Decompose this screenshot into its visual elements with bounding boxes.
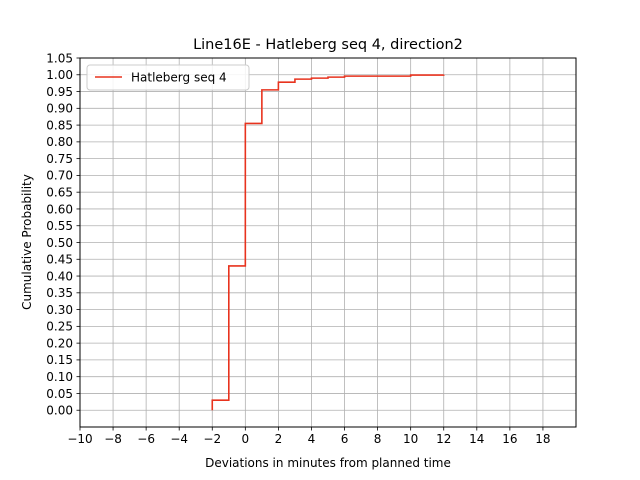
y-axis-ticks: 0.00 0.05 0.10 0.15 0.20 0.25 0.30 0.35 0.40 0.45…: [46, 51, 80, 418]
y-tick-label: 0.95: [46, 85, 73, 99]
y-tick-label: 0.90: [46, 102, 73, 116]
x-tick-label: −2: [203, 432, 221, 446]
x-tick-label: 18: [535, 432, 550, 446]
y-tick-label: 0.65: [46, 185, 73, 199]
y-tick-label: 0.30: [46, 303, 73, 317]
x-tick-label: 14: [469, 432, 484, 446]
x-tick-label: 12: [436, 432, 451, 446]
y-tick-label: 0.55: [46, 219, 73, 233]
legend: Hatleberg seq 4: [86, 64, 250, 91]
y-tick-label: 0.05: [46, 387, 73, 401]
series-layer: [211, 74, 445, 411]
legend-box: [86, 64, 250, 91]
x-axis-label: Deviations in minutes from planned time: [205, 456, 451, 470]
chart-title: Line16E - Hatleberg seq 4, direction2: [193, 37, 463, 53]
y-tick-label: 1.00: [46, 68, 73, 82]
y-tick-label: 0.75: [46, 152, 73, 166]
y-tick-label: 0.00: [46, 404, 73, 418]
y-tick-label: 0.60: [46, 202, 73, 216]
x-tick-label: 6: [341, 432, 349, 446]
legend-label-hatleberg-seq-4: Hatleberg seq 4: [131, 71, 227, 85]
series-line-0: [211, 74, 445, 411]
y-tick-label: 0.15: [46, 353, 73, 367]
y-tick-label: 0.70: [46, 169, 73, 183]
x-tick-label: 4: [308, 432, 316, 446]
x-tick-label: 0: [242, 432, 250, 446]
y-tick-label: 0.45: [46, 253, 73, 267]
x-tick-label: 8: [374, 432, 382, 446]
x-axis-ticks: −10 −8 −6 −4 −2 0 2 4 6 8 10 12 14 16 18: [67, 427, 551, 446]
x-tick-label: −10: [67, 432, 92, 446]
y-tick-label: 0.85: [46, 118, 73, 132]
y-axis-label: Cumulative Probability: [20, 174, 34, 310]
y-tick-label: 0.10: [46, 370, 73, 384]
x-tick-label: −6: [137, 432, 155, 446]
y-tick-label: 0.25: [46, 320, 73, 334]
x-tick-label: −4: [170, 432, 188, 446]
x-tick-label: 10: [403, 432, 418, 446]
x-tick-label: −8: [104, 432, 122, 446]
y-tick-label: 0.80: [46, 135, 73, 149]
grid-lines: [79, 57, 576, 427]
y-tick-label: 0.20: [46, 336, 73, 350]
x-tick-label: 16: [502, 432, 517, 446]
x-tick-label: 2: [275, 432, 283, 446]
y-tick-label: 0.40: [46, 269, 73, 283]
y-tick-label: 1.05: [46, 51, 73, 65]
y-tick-label: 0.50: [46, 236, 73, 250]
y-tick-label: 0.35: [46, 286, 73, 300]
